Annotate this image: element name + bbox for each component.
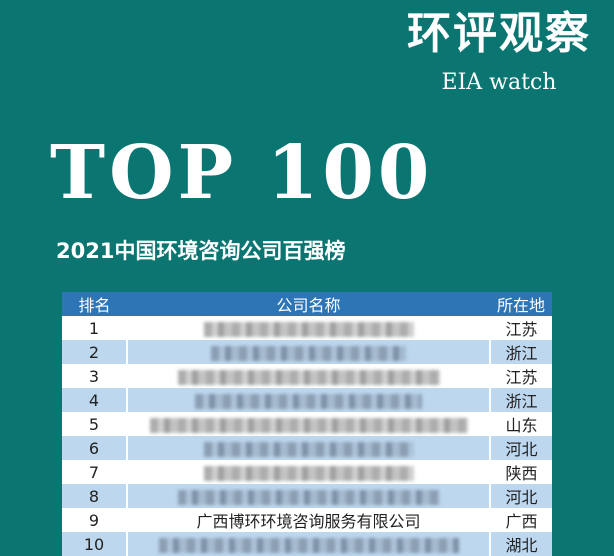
blurred-company-name [149, 417, 468, 433]
table-row: 5 山东 [62, 412, 552, 436]
company-cell [127, 340, 491, 364]
company-cell: 广西博环环境咨询服务有限公司 [127, 508, 491, 532]
ranking-table: 排名 公司名称 所在地 1 江苏 2 浙江 3 江苏 4 浙江 5 山东 6 河北 7 陕西 8 河北 9 广西博… [62, 292, 552, 556]
blurred-company-name [195, 393, 422, 409]
rank-cell: 7 [62, 460, 128, 484]
company-cell [127, 460, 491, 484]
blurred-company-name [177, 489, 440, 505]
rank-cell: 10 [62, 532, 128, 556]
location-cell: 山东 [490, 412, 552, 436]
table-row: 8 河北 [62, 484, 552, 508]
blurred-company-name [203, 321, 414, 337]
header-location: 所在地 [490, 292, 552, 316]
rank-cell: 5 [62, 412, 128, 436]
location-cell: 湖北 [490, 532, 552, 556]
rank-cell: 4 [62, 388, 128, 412]
brand-title-cn: 环评观察 [407, 8, 591, 59]
company-cell [127, 316, 491, 340]
blurred-company-name [177, 369, 440, 385]
location-cell: 广西 [490, 508, 552, 532]
company-cell [127, 364, 491, 388]
rank-cell: 8 [62, 484, 128, 508]
brand-title-en: EIA watch [441, 70, 557, 95]
location-cell: 浙江 [490, 388, 552, 412]
company-cell [127, 484, 491, 508]
blurred-company-name [211, 345, 406, 361]
subtitle: 2021中国环境咨询公司百强榜 [56, 239, 346, 263]
header-company: 公司名称 [127, 292, 490, 316]
location-cell: 陕西 [490, 460, 552, 484]
rank-cell: 6 [62, 436, 128, 460]
rank-cell: 2 [62, 340, 128, 364]
location-cell: 浙江 [490, 340, 552, 364]
location-cell: 江苏 [490, 364, 552, 388]
location-cell: 河北 [490, 436, 552, 460]
table-header: 排名 公司名称 所在地 [62, 292, 552, 316]
rank-cell: 9 [62, 508, 128, 532]
company-cell [127, 532, 491, 556]
table-row: 7 陕西 [62, 460, 552, 484]
header-rank: 排名 [62, 292, 127, 316]
rank-cell: 1 [62, 316, 128, 340]
company-cell [127, 436, 491, 460]
location-cell: 江苏 [490, 316, 552, 340]
blurred-company-name [203, 465, 414, 481]
table-row: 1 江苏 [62, 316, 552, 340]
rank-cell: 3 [62, 364, 128, 388]
blurred-company-name [203, 441, 414, 457]
location-cell: 河北 [490, 484, 552, 508]
table-row: 6 河北 [62, 436, 552, 460]
table-row: 4 浙江 [62, 388, 552, 412]
brand-logo: 环评观察 EIA watch [388, 6, 610, 98]
table-row: 2 浙江 [62, 340, 552, 364]
company-cell [127, 388, 491, 412]
table-row: 9 广西博环环境咨询服务有限公司 广西 [62, 508, 552, 532]
company-cell [127, 412, 491, 436]
table-row: 10 湖北 [62, 532, 552, 556]
table-row: 3 江苏 [62, 364, 552, 388]
headline: TOP 100 [50, 130, 434, 216]
blurred-company-name [158, 537, 459, 553]
